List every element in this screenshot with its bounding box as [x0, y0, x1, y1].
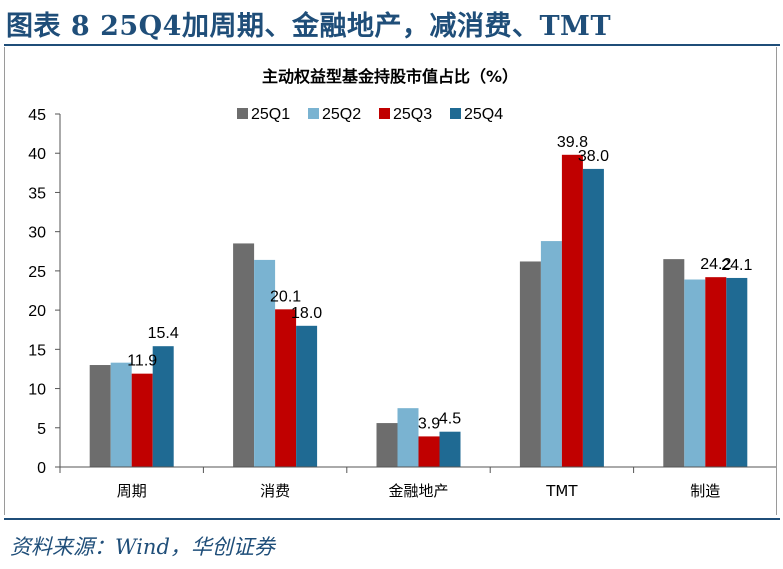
x-tick-label: 金融地产: [388, 482, 448, 500]
bar-25q1-2: [376, 423, 398, 467]
data-label-25q4-4: 24.1: [721, 257, 752, 274]
y-tick-label: 30: [28, 225, 46, 242]
y-tick-label: 35: [28, 185, 46, 202]
y-tick-label: 0: [37, 460, 46, 477]
data-label-25q3-2: 3.9: [418, 415, 440, 432]
bar-25q4-1: [296, 325, 318, 467]
y-tick-label: 15: [28, 342, 46, 359]
legend-swatch-25q4: [450, 108, 461, 119]
bar-chart: 主动权益型基金持股市值占比（%） 25Q1 25Q2 25Q3 25Q4 0 5 10 15…: [28, 67, 776, 500]
bar-25q4-2: [439, 431, 461, 467]
bar-25q4-0: [152, 346, 174, 467]
x-tick-label: 周期: [117, 482, 147, 500]
bar-25q1-4: [663, 259, 685, 467]
x-tick-label: TMT: [545, 482, 578, 500]
bar-25q4-3: [582, 168, 604, 467]
data-label-25q4-3: 38.0: [578, 148, 609, 165]
bar-25q3-1: [275, 309, 297, 467]
data-label-25q4-1: 18.0: [291, 305, 322, 322]
bar-25q2-2: [397, 408, 419, 467]
y-tick-label: 40: [28, 146, 46, 163]
data-label-25q4-2: 4.5: [439, 411, 461, 428]
chart-frame: 主动权益型基金持股市值占比（%） 25Q1 25Q2 25Q3 25Q4 0 5 10 15…: [4, 47, 777, 515]
legend-label-25q3: 25Q3: [393, 106, 432, 123]
figure-title: 图表 8 25Q4加周期、金融地产，减消费、TMT: [6, 11, 612, 42]
bar-25q3-0: [131, 373, 153, 467]
legend-label-25q1: 25Q1: [251, 106, 290, 123]
legend-swatch-25q3: [379, 108, 390, 119]
source-note: 资料来源：Wind，华创证券: [10, 535, 275, 559]
legend-swatch-25q1: [237, 108, 248, 119]
legend-label-25q2: 25Q2: [322, 106, 361, 123]
y-tick-label: 20: [28, 303, 46, 320]
legend-label-25q4: 25Q4: [464, 106, 503, 123]
data-label-25q3-1: 20.1: [270, 288, 301, 305]
data-label-25q3-4: 24.2: [700, 256, 731, 273]
x-axis: 周期 消费 金融地产 TMT 制造: [59, 466, 776, 500]
legend-swatch-25q2: [308, 108, 319, 119]
bar-25q2-1: [254, 259, 276, 467]
x-tick-label: 消费: [260, 482, 290, 500]
bar-25q1-0: [89, 365, 111, 467]
data-label-25q4-0: 15.4: [148, 325, 179, 342]
source-divider: [4, 518, 780, 520]
bar-25q3-2: [418, 436, 440, 467]
y-tick-label: 10: [28, 382, 46, 399]
bars: [89, 154, 748, 467]
data-labels: 11.9 20.1 3.9 39.8 24.2 15.4 18.0 4.5 38.0 24.1: [127, 134, 752, 433]
legend: 25Q1 25Q2 25Q3 25Q4: [237, 106, 503, 123]
y-tick-label: 5: [37, 421, 46, 438]
y-tick-label: 25: [28, 264, 46, 281]
bar-25q3-4: [705, 277, 727, 467]
y-axis: 0 5 10 15 20 25 30 35 40 45: [28, 107, 61, 477]
chart-title: 主动权益型基金持股市值占比（%）: [262, 67, 518, 86]
bar-25q2-0: [110, 362, 132, 467]
bar-25q1-1: [233, 243, 255, 467]
data-label-25q3-0: 11.9: [127, 353, 157, 370]
bar-25q2-3: [540, 241, 562, 467]
bar-25q1-3: [519, 261, 541, 467]
x-tick-label: 制造: [690, 482, 720, 500]
title-divider: [4, 44, 780, 46]
bar-25q4-4: [726, 277, 748, 467]
data-label-25q3-3: 39.8: [557, 134, 588, 151]
y-tick-label: 45: [28, 107, 46, 124]
bar-25q2-4: [684, 279, 706, 467]
bar-25q3-3: [561, 154, 583, 467]
